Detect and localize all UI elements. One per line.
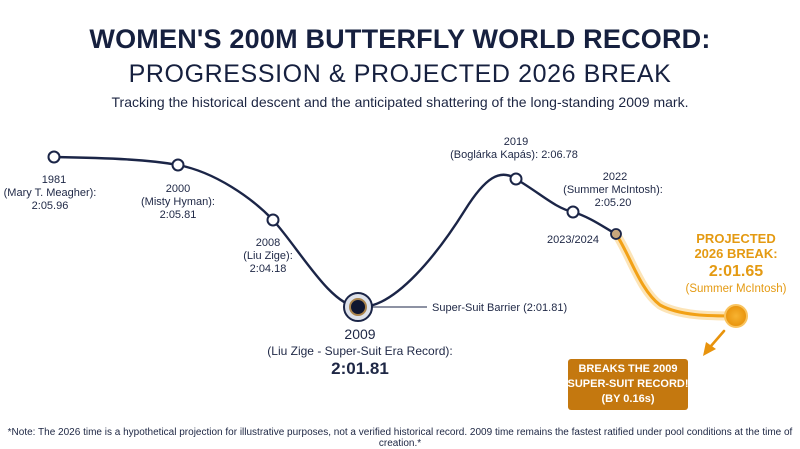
label-2008: 2008 (Liu Zige): 2:04.18 — [243, 237, 293, 275]
breaks-record-callout: BREAKS THE 2009 SUPER-SUIT RECORD! (BY 0… — [567, 359, 689, 410]
point-2008 — [266, 213, 280, 227]
chart-title-line1: WOMEN'S 200M BUTTERFLY WORLD RECORD: — [89, 24, 711, 54]
label-2009: 2009 (Liu Zige - Super-Suit Era Record):… — [267, 326, 452, 378]
point-2022 — [566, 205, 580, 219]
label-2009-swimmer: (Liu Zige - Super-Suit Era Record): — [267, 344, 452, 358]
progression-line — [52, 155, 618, 309]
callout-line2: SUPER-SUIT RECORD! — [567, 378, 688, 390]
label-2000: 2000 (Misty Hyman): 2:05.81 — [141, 183, 215, 221]
label-2000-swimmer: (Misty Hyman): — [141, 196, 215, 208]
callout-arrow — [703, 329, 726, 356]
label-1981-swimmer: (Mary T. Meagher): — [4, 187, 97, 199]
label-2022: 2022 (Summer McIntosh): 2:05.20 — [563, 171, 663, 209]
label-2022-swimmer: (Summer McIntosh): — [563, 184, 663, 196]
label-2000-year: 2000 — [166, 183, 190, 195]
point-1981 — [47, 150, 61, 164]
point-2019 — [509, 172, 523, 186]
label-2008-year: 2008 — [256, 237, 280, 249]
projection-swimmer: (Summer McIntosh) — [686, 283, 787, 295]
point-2000 — [171, 158, 185, 172]
label-2000-time: 2:05.81 — [160, 209, 197, 221]
label-2008-swimmer: (Liu Zige): — [243, 250, 293, 262]
projection-line2: 2026 BREAK: — [694, 246, 777, 261]
label-1981: 1981 (Mary T. Meagher): 2:05.96 — [4, 174, 97, 212]
label-2019-swimmer: (Boglárka Kapás): 2:06.78 — [450, 149, 578, 161]
chart-title-line2: PROGRESSION & PROJECTED 2026 BREAK — [128, 60, 672, 88]
point-2026-projected — [724, 304, 748, 328]
label-2019: 2019 (Boglárka Kapás): 2:06.78 — [450, 136, 578, 161]
label-2023-2024: 2023/2024 — [547, 234, 599, 246]
projection-line — [614, 232, 738, 318]
label-2019-year: 2019 — [504, 136, 528, 148]
label-2022-year: 2022 — [603, 171, 627, 183]
footnote: *Note: The 2026 time is a hypothetical p… — [7, 427, 793, 449]
label-1981-time: 2:05.96 — [32, 200, 69, 212]
projection-line1: PROJECTED — [696, 231, 775, 246]
label-2009-year: 2009 — [344, 326, 375, 342]
label-2022-time: 2:05.20 — [595, 197, 632, 209]
callout-line1: BREAKS THE 2009 — [578, 363, 677, 375]
projection-time: 2:01.65 — [709, 263, 763, 280]
label-2008-time: 2:04.18 — [250, 263, 287, 275]
label-1981-year: 1981 — [42, 174, 66, 186]
label-2009-time: 2:01.81 — [331, 359, 389, 378]
chart-subtitle: Tracking the historical descent and the … — [111, 94, 689, 110]
point-2023-2024 — [610, 228, 622, 240]
barrier-label: Super-Suit Barrier (2:01.81) — [432, 302, 567, 314]
point-2009 — [349, 298, 367, 316]
projection-label: PROJECTED 2026 BREAK: 2:01.65 (Summer Mc… — [686, 231, 787, 295]
callout-line3: (BY 0.16s) — [602, 393, 655, 405]
